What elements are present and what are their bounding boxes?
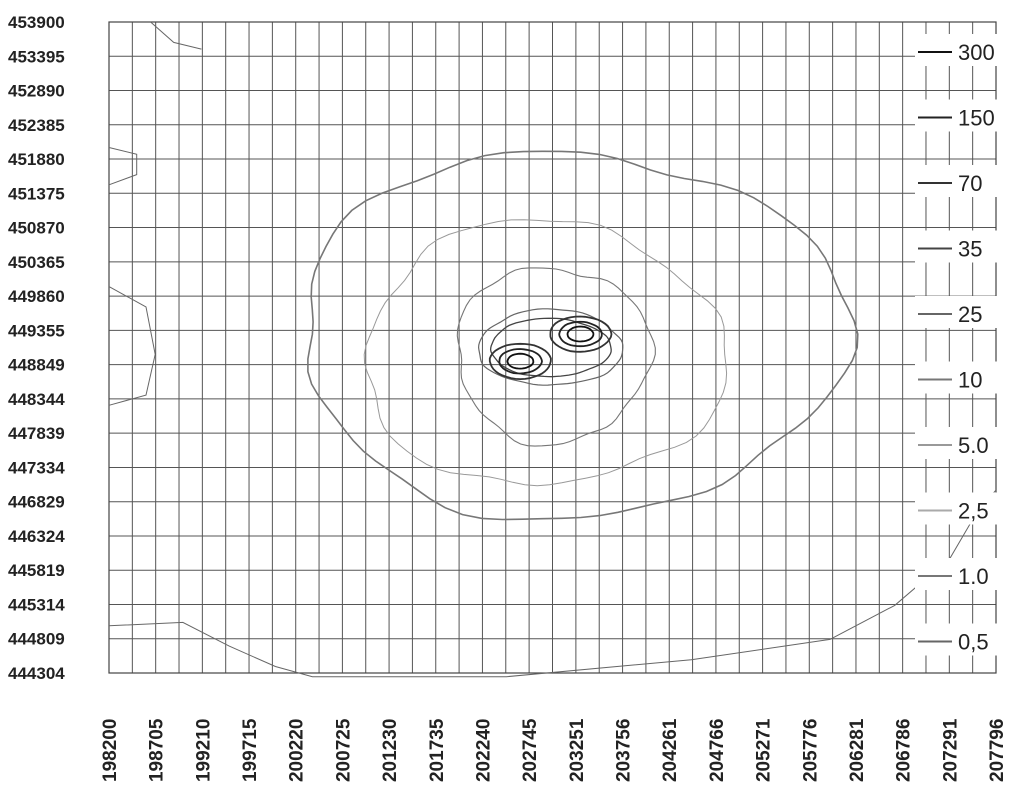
x-tick-label: 200725 — [333, 718, 354, 782]
x-tick-label: 203251 — [567, 718, 588, 782]
contour-line — [456, 267, 656, 447]
legend-item-bg — [915, 558, 1003, 590]
contour-line-peak — [558, 320, 603, 348]
y-tick-label: 449355 — [8, 321, 65, 340]
legend-item-bg — [915, 492, 1003, 525]
legend: 300 150 70 35 25 10 5.0 2,5 1.0 0,5 — [915, 34, 1003, 656]
x-tick-label: 203756 — [614, 719, 635, 782]
x-tick-label: 201735 — [427, 718, 448, 782]
y-tick-label: 445819 — [8, 561, 65, 580]
x-axis: 198200 198705 199210 199715 200220 200725 2012… — [100, 718, 1008, 782]
contour-line — [477, 308, 624, 386]
x-tick-label: 202240 — [473, 719, 494, 782]
x-tick-label: 198705 — [147, 718, 168, 782]
legend-label: 10 — [958, 368, 982, 393]
x-tick-label: 206281 — [847, 718, 868, 782]
x-tick-label: 207291 — [940, 718, 961, 782]
y-tick-label: 448849 — [8, 356, 65, 375]
contour-line-peak — [498, 348, 543, 375]
y-axis: 453900 453395 452890 452385 451880 451375 4508… — [8, 13, 65, 683]
x-tick-label: 199210 — [193, 719, 214, 782]
legend-item-bg — [915, 623, 1003, 656]
contour-line-peak — [506, 352, 535, 370]
legend-item-bg — [915, 230, 1003, 263]
legend-item-bg — [915, 427, 1003, 459]
y-tick-label: 445314 — [8, 595, 65, 614]
y-tick-label: 450870 — [8, 219, 65, 238]
contour-line-outer — [108, 147, 138, 186]
contour-line-peak — [566, 325, 595, 343]
legend-item-bg — [915, 34, 1003, 66]
legend-item-bg — [915, 99, 1003, 132]
plot-frame — [108, 21, 997, 674]
contour-line-peak — [488, 342, 552, 381]
y-tick-label: 448344 — [8, 390, 65, 409]
legend-label: 0,5 — [958, 630, 989, 655]
contour-line — [489, 317, 612, 378]
legend-label: 25 — [958, 302, 982, 327]
legend-label: 1.0 — [958, 564, 989, 589]
legend-label: 5.0 — [958, 433, 989, 458]
contour-line — [307, 150, 859, 521]
x-tick-label: 198200 — [100, 719, 121, 782]
y-tick-label: 451880 — [8, 150, 65, 169]
y-tick-label: 453900 — [8, 13, 65, 32]
x-tick-label: 205271 — [754, 718, 775, 782]
x-tick-label: 204766 — [707, 719, 728, 782]
x-tick-label: 201230 — [380, 719, 401, 782]
y-tick-label: 453395 — [8, 47, 65, 66]
y-tick-label: 452385 — [8, 116, 65, 135]
y-tick-label: 449860 — [8, 287, 65, 306]
grid — [108, 21, 997, 674]
y-tick-label: 447334 — [8, 458, 65, 477]
legend-label: 150 — [958, 106, 995, 131]
legend-label: 70 — [958, 171, 982, 196]
contour-line — [363, 219, 728, 487]
x-tick-label: 206786 — [894, 719, 915, 782]
legend-label: 35 — [958, 237, 982, 262]
y-tick-label: 450365 — [8, 253, 65, 272]
contour-line-outer — [108, 286, 156, 406]
legend-item-bg — [915, 165, 1003, 197]
x-tick-label: 202745 — [520, 718, 541, 782]
legend-item-bg — [915, 296, 1003, 328]
contour-line-outer — [108, 489, 997, 678]
contour-line-peak — [549, 315, 613, 353]
x-tick-label: 199715 — [240, 718, 261, 782]
legend-label: 2,5 — [958, 499, 989, 524]
legend-label: 300 — [958, 40, 995, 65]
legend-item-bg — [915, 361, 1003, 394]
contour-line-outer — [150, 21, 202, 50]
y-tick-label: 444809 — [8, 630, 65, 649]
x-tick-label: 204261 — [660, 718, 681, 782]
y-tick-label: 444304 — [8, 664, 65, 683]
x-tick-label: 205776 — [800, 719, 821, 782]
y-tick-label: 447839 — [8, 424, 65, 443]
y-tick-label: 452890 — [8, 82, 65, 101]
y-tick-label: 446829 — [8, 493, 65, 512]
y-tick-label: 451375 — [8, 184, 65, 203]
x-tick-label: 207796 — [987, 719, 1008, 782]
x-tick-label: 200220 — [287, 719, 308, 782]
contour-lines — [108, 21, 997, 678]
y-tick-label: 446324 — [8, 527, 65, 546]
